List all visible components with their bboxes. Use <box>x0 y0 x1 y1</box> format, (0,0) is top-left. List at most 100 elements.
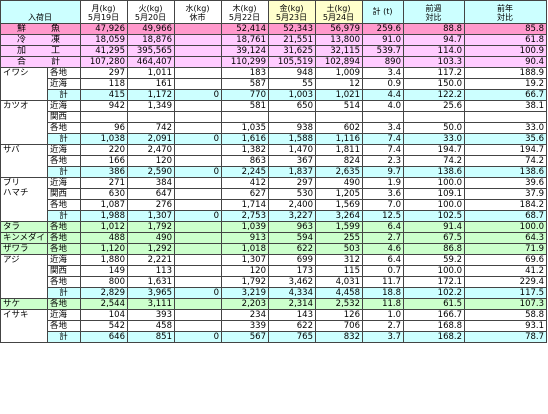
fish-row: サケ 各地 2,544 3,111 2,203 2,314 2,532 11.8 61.5 107… <box>0 298 547 310</box>
fish-value-mon: 1,988 <box>80 210 128 222</box>
summary-value-wed <box>174 45 222 57</box>
fish-value-thu: 412 <box>221 177 269 189</box>
fish-row: アジ 近海 1,880 2,221 1,307 699 312 6.4 59.2 69.6 <box>0 254 547 299</box>
fish-value-mon: 542 <box>80 320 128 332</box>
fish-value-total: 1.0 <box>362 309 404 321</box>
fish-value-tue: 3,965 <box>127 287 175 299</box>
fish-row: 関西 <box>1 111 547 123</box>
fish-value-fri: 1,588 <box>268 133 316 145</box>
fish-area: 関西 <box>47 188 81 200</box>
fish-name: カツオ <box>0 100 48 145</box>
fish-value-thu: 627 <box>221 188 269 200</box>
summary-value-prev-week: 88.8 <box>403 23 465 35</box>
fish-value-prev-year: 37.9 <box>464 188 547 200</box>
summary-value-mon: 107,280 <box>80 56 128 68</box>
fish-area: 近海 <box>47 254 81 266</box>
fish-value-total: 6.4 <box>362 254 404 266</box>
summary-value-wed <box>174 23 222 35</box>
fish-value-wed <box>174 276 222 288</box>
fish-value-prev-week: 50.0 <box>403 122 465 134</box>
fish-value-wed <box>174 78 222 90</box>
fish-value-sat: 1,009 <box>315 67 363 79</box>
fish-value-prev-week: 168.8 <box>403 320 465 332</box>
fish-value-total: 4.6 <box>362 243 404 255</box>
fish-value-prev-week: 168.2 <box>403 331 465 343</box>
fish-area: 各地 <box>47 232 81 244</box>
fish-value-fri: 622 <box>268 243 316 255</box>
fish-value-sat: 1,811 <box>315 144 363 156</box>
fish-value-thu: 863 <box>221 155 269 167</box>
fish-total-label: 計 <box>47 331 81 343</box>
fish-value-fri: 3,462 <box>268 276 316 288</box>
fish-name: イワシ <box>0 67 48 101</box>
fish-area: 各地 <box>47 243 81 255</box>
header-thu: 木(kg) 5月22日 <box>221 0 269 24</box>
fish-value-fri: 594 <box>268 232 316 244</box>
fish-value-tue: 2,091 <box>127 133 175 145</box>
fish-row: 各地 1,087 276 1,714 2,400 1,569 7.0 100.0 184.2 <box>1 199 547 211</box>
header-wed: 水(kg) 休市 <box>174 0 222 24</box>
fish-row: 各地 166 120 863 367 824 2.3 74.2 74.2 <box>1 155 547 167</box>
summary-label: 加 工 <box>0 45 81 57</box>
fish-value-prev-year: 71.9 <box>464 243 547 255</box>
fish-value-prev-week: 150.0 <box>403 78 465 90</box>
fish-value-total: 3.6 <box>362 188 404 200</box>
fish-value-tue: 393 <box>127 309 175 321</box>
fish-value-total: 7.0 <box>362 199 404 211</box>
fish-value-fri: 948 <box>268 67 316 79</box>
fish-value-wed <box>174 67 222 79</box>
fish-value-sat: 1,569 <box>315 199 363 211</box>
fish-value-total: 4.4 <box>362 89 404 101</box>
summary-value-thu: 52,414 <box>221 23 269 35</box>
summary-value-thu: 110,299 <box>221 56 269 68</box>
summary-value-sat: 32,115 <box>315 45 363 57</box>
fish-value-sat: 12 <box>315 78 363 90</box>
fish-value-wed <box>174 144 222 156</box>
fish-value-total <box>362 111 404 123</box>
fish-value-sat <box>315 111 363 123</box>
summary-value-mon: 18,059 <box>80 34 128 46</box>
fish-value-total: 6.4 <box>362 221 404 233</box>
fish-value-fri: 297 <box>268 177 316 189</box>
fish-value-prev-year: 107.3 <box>464 298 547 310</box>
summary-label: 鮮 魚 <box>0 23 81 35</box>
fish-value-mon: 1,120 <box>80 243 128 255</box>
fish-row: ブリ ハマチ 近海 271 384 412 297 490 1.9 100.0 39.6 <box>0 177 547 222</box>
summary-value-fri: 31,625 <box>268 45 316 57</box>
summary-value-prev-year: 61.8 <box>464 34 547 46</box>
fish-value-thu: 567 <box>221 331 269 343</box>
fish-value-total: 4.0 <box>362 100 404 112</box>
fish-area: 各地 <box>47 199 81 211</box>
summary-value-fri: 52,343 <box>268 23 316 35</box>
fish-value-sat: 2,635 <box>315 166 363 178</box>
fish-value-mon: 271 <box>80 177 128 189</box>
fish-value-prev-week: 33.0 <box>403 133 465 145</box>
fish-name: タラ <box>0 221 48 233</box>
summary-value-prev-week: 94.7 <box>403 34 465 46</box>
fish-value-total: 2.7 <box>362 320 404 332</box>
fish-value-prev-week: 100.0 <box>403 265 465 277</box>
fish-value-sat: 312 <box>315 254 363 266</box>
fish-value-thu: 339 <box>221 320 269 332</box>
fish-value-fri: 938 <box>268 122 316 134</box>
fish-value-prev-year: 100.0 <box>464 221 547 233</box>
fish-value-sat: 2,532 <box>315 298 363 310</box>
fish-value-prev-year: 64.3 <box>464 232 547 244</box>
fish-value-wed <box>174 265 222 277</box>
fish-value-total: 12.5 <box>362 210 404 222</box>
fish-value-tue: 1,631 <box>127 276 175 288</box>
fish-value-mon: 297 <box>80 67 128 79</box>
fish-value-prev-week: 109.1 <box>403 188 465 200</box>
summary-value-total: 890 <box>362 56 404 68</box>
summary-value-prev-year: 90.4 <box>464 56 547 68</box>
fish-value-total: 7.4 <box>362 144 404 156</box>
fish-value-tue <box>127 111 175 123</box>
fish-value-tue: 851 <box>127 331 175 343</box>
fish-value-wed <box>174 122 222 134</box>
fish-value-prev-week: 166.7 <box>403 309 465 321</box>
fish-value-tue: 458 <box>127 320 175 332</box>
fish-value-fri: 622 <box>268 320 316 332</box>
fish-value-prev-year: 58.8 <box>464 309 547 321</box>
fish-value-wed <box>174 320 222 332</box>
fish-area: 各地 <box>47 320 81 332</box>
